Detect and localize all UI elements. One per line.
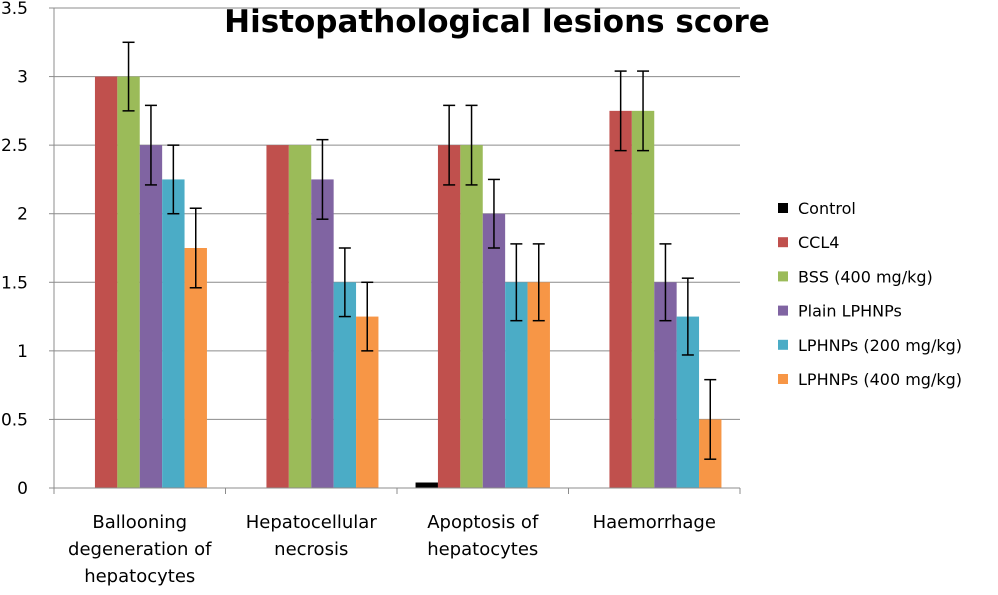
y-tick-label: 3	[17, 68, 28, 88]
bar	[162, 179, 185, 488]
x-category-label: Hepatocellular necrosis	[246, 512, 378, 560]
x-category-label: Haemorrhage	[593, 512, 716, 533]
legend-swatch	[778, 203, 788, 213]
error-bars	[122, 41, 717, 460]
bar	[117, 76, 140, 489]
bar	[184, 248, 207, 488]
bars	[94, 76, 722, 489]
y-axis-ticks: 0 0.5 1 1.5 2 2.5 3 3.5	[1, 0, 54, 499]
bar	[288, 145, 312, 488]
y-tick-label: 1	[17, 342, 28, 362]
legend-label: Plain LPHNPs	[798, 302, 902, 321]
y-tick-label: 2.5	[1, 136, 28, 156]
x-category-label: Apoptosis of hepatocytes	[427, 512, 539, 560]
bar	[311, 179, 334, 488]
y-tick-label: 3.5	[1, 0, 28, 19]
legend-swatch	[778, 237, 788, 248]
bar	[609, 110, 632, 488]
legend-label: BSS (400 mg/kg)	[798, 267, 933, 286]
x-axis-category-labels: Ballooning degeneration of hepatocytes Hepa…	[68, 512, 716, 587]
axes	[53, 8, 741, 494]
bar	[266, 145, 289, 488]
bar	[631, 110, 655, 488]
bar	[139, 145, 163, 488]
legend-label: CCL4	[798, 233, 839, 252]
y-tick-label: 1.5	[1, 273, 28, 293]
bar	[482, 213, 506, 488]
y-tick-label: 2	[17, 205, 28, 225]
bar	[505, 282, 528, 488]
y-tick-label: 0	[17, 479, 28, 499]
legend-swatch	[778, 374, 788, 384]
legend-label: LPHNPs (200 mg/kg)	[798, 336, 962, 355]
legend: Control CCL4 BSS (400 mg/kg) Plain LPHNPs LP…	[778, 199, 962, 389]
x-category-label: Ballooning degeneration of hepatocytes	[68, 512, 212, 587]
bar	[356, 316, 379, 488]
bar	[460, 145, 483, 488]
bar	[654, 282, 677, 488]
legend-swatch	[778, 271, 788, 282]
bar	[437, 145, 461, 488]
chart-title: Histopathological lesions score	[224, 4, 770, 40]
legend-swatch	[778, 305, 788, 316]
legend-label: LPHNPs (400 mg/kg)	[798, 370, 962, 389]
bar	[527, 282, 550, 488]
bar	[415, 482, 438, 488]
bar	[676, 316, 700, 488]
bar	[333, 282, 357, 488]
y-tick-label: 0.5	[1, 410, 28, 430]
bar	[94, 76, 118, 489]
legend-label: Control	[798, 199, 856, 218]
legend-swatch	[778, 339, 788, 350]
